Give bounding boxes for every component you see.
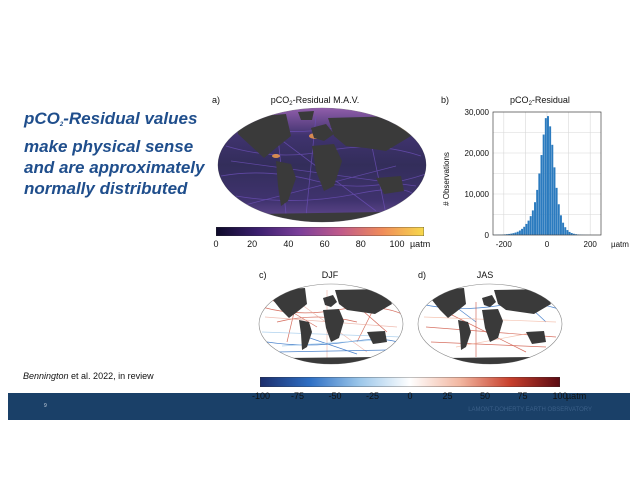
footer-page-number: 9 xyxy=(44,403,47,409)
panel-a-colorbar xyxy=(216,227,424,236)
histogram-bar xyxy=(559,215,562,235)
shared-colorbar-tick: 0 xyxy=(407,391,413,401)
panel-a-colorbar-tick: 0 xyxy=(213,239,219,249)
headline-line-4: normally distributed xyxy=(24,179,188,198)
panel-b-y-tick: 0 xyxy=(485,231,490,240)
histogram-bar xyxy=(510,233,513,235)
footer-bar xyxy=(8,393,630,420)
shared-colorbar-tick: -75 xyxy=(290,391,304,401)
headline-line-3: and are approximately xyxy=(24,158,205,177)
histogram-bar xyxy=(521,228,524,235)
histogram-bar xyxy=(531,210,534,235)
histogram-bar xyxy=(508,233,511,235)
headline-line-1: pCO2-Residual values xyxy=(24,109,198,128)
histogram-bar xyxy=(557,204,560,235)
panel-c-map xyxy=(258,283,404,365)
histogram-bar xyxy=(536,189,539,235)
histogram-bar xyxy=(514,232,517,235)
panel-a-map xyxy=(217,107,427,223)
panel-b-title: pCO2-Residual xyxy=(510,95,570,107)
panel-b-x-ticks: -200 0 200 xyxy=(496,240,598,249)
histogram-bar xyxy=(547,116,549,235)
panel-a-colorbar-tick: 100 xyxy=(389,239,405,249)
shared-colorbar-tick: -25 xyxy=(365,391,379,401)
histogram-bar xyxy=(523,226,526,235)
histogram-bar xyxy=(525,223,528,235)
panel-a-title: pCO2-Residual M.A.V. xyxy=(270,95,360,107)
panel-b-axes xyxy=(492,111,602,236)
histogram-bar xyxy=(575,234,578,235)
histogram-bar xyxy=(562,222,565,235)
panel-d-title: JAS xyxy=(476,270,494,280)
headline: pCO2-Residual values make physical sense… xyxy=(24,108,214,199)
panel-b-x-tick: -200 xyxy=(496,240,513,249)
panel-c-title: DJF xyxy=(321,270,339,280)
histogram-bar xyxy=(544,118,547,235)
histogram-bar xyxy=(518,230,521,235)
shared-colorbar-tick: -50 xyxy=(328,391,342,401)
headline-line-2: make physical sense xyxy=(24,137,194,156)
panel-b-frame xyxy=(492,111,602,236)
panel-b-y-tick: 10,000 xyxy=(465,190,490,199)
shared-colorbar xyxy=(260,377,560,387)
panel-b-ylabel: # Observations xyxy=(442,152,451,206)
panel-c-label: c) xyxy=(259,270,267,280)
histogram-bar xyxy=(553,167,556,235)
panel-d-land xyxy=(432,288,551,364)
shared-colorbar-tick: 75 xyxy=(517,391,528,401)
shared-colorbar-unit: µatm xyxy=(566,391,587,401)
panel-d-map xyxy=(417,283,563,365)
panel-b-y-tick: 30,000 xyxy=(465,108,490,117)
panel-b-y-ticks: 0 10,000 20,000 30,000 xyxy=(465,108,490,240)
histogram-bar xyxy=(555,187,558,235)
histogram-bar xyxy=(505,234,508,235)
histogram-bar xyxy=(564,227,567,235)
panel-a-label: a) xyxy=(212,95,221,105)
histogram-bar xyxy=(568,231,571,235)
panel-a-colorbar-tick: 80 xyxy=(355,239,366,249)
panel-b-label: b) xyxy=(441,95,450,105)
histogram-bar xyxy=(527,220,530,235)
panel-b-bars xyxy=(493,116,601,235)
panel-b-y-tick: 20,000 xyxy=(465,149,490,158)
panel-a-colorbar-tick: 60 xyxy=(319,239,330,249)
histogram-bar xyxy=(551,144,554,235)
panel-b-histogram: # Observations 0 10,000 20,000 30,000 -200 0… xyxy=(442,108,629,249)
histogram-bar xyxy=(516,231,519,235)
panel-a-colorbar-unit: µatm xyxy=(410,239,431,249)
histogram-bar xyxy=(538,173,541,235)
histogram-bar xyxy=(572,233,575,235)
histogram-bar xyxy=(540,155,543,235)
shared-colorbar-tick: -100 xyxy=(252,391,271,401)
panel-b-x-tick: 0 xyxy=(545,240,550,249)
panel-b-x-tick: 200 xyxy=(584,240,598,249)
panel-b-unit: µatm xyxy=(611,240,629,249)
histogram-bar xyxy=(512,233,515,235)
citation: Bennington et al. 2022, in review xyxy=(23,371,154,381)
shared-colorbar-tick: 100 xyxy=(552,391,568,401)
footer-faint-text: LAMONT-DOHERTY EARTH OBSERVATORY xyxy=(468,407,592,413)
panel-d-label: d) xyxy=(418,270,427,280)
panel-a-colorbar-tick: 20 xyxy=(247,239,258,249)
histogram-bar xyxy=(534,202,536,235)
histogram-bar xyxy=(549,126,552,235)
histogram-bar xyxy=(570,233,573,235)
shared-colorbar-tick: 50 xyxy=(479,391,490,401)
shared-colorbar-tick: 25 xyxy=(442,391,453,401)
histogram-bar xyxy=(542,134,545,235)
histogram-bar xyxy=(566,230,569,235)
panel-a-colorbar-tick: 40 xyxy=(283,239,294,249)
histogram-bar xyxy=(529,216,532,235)
